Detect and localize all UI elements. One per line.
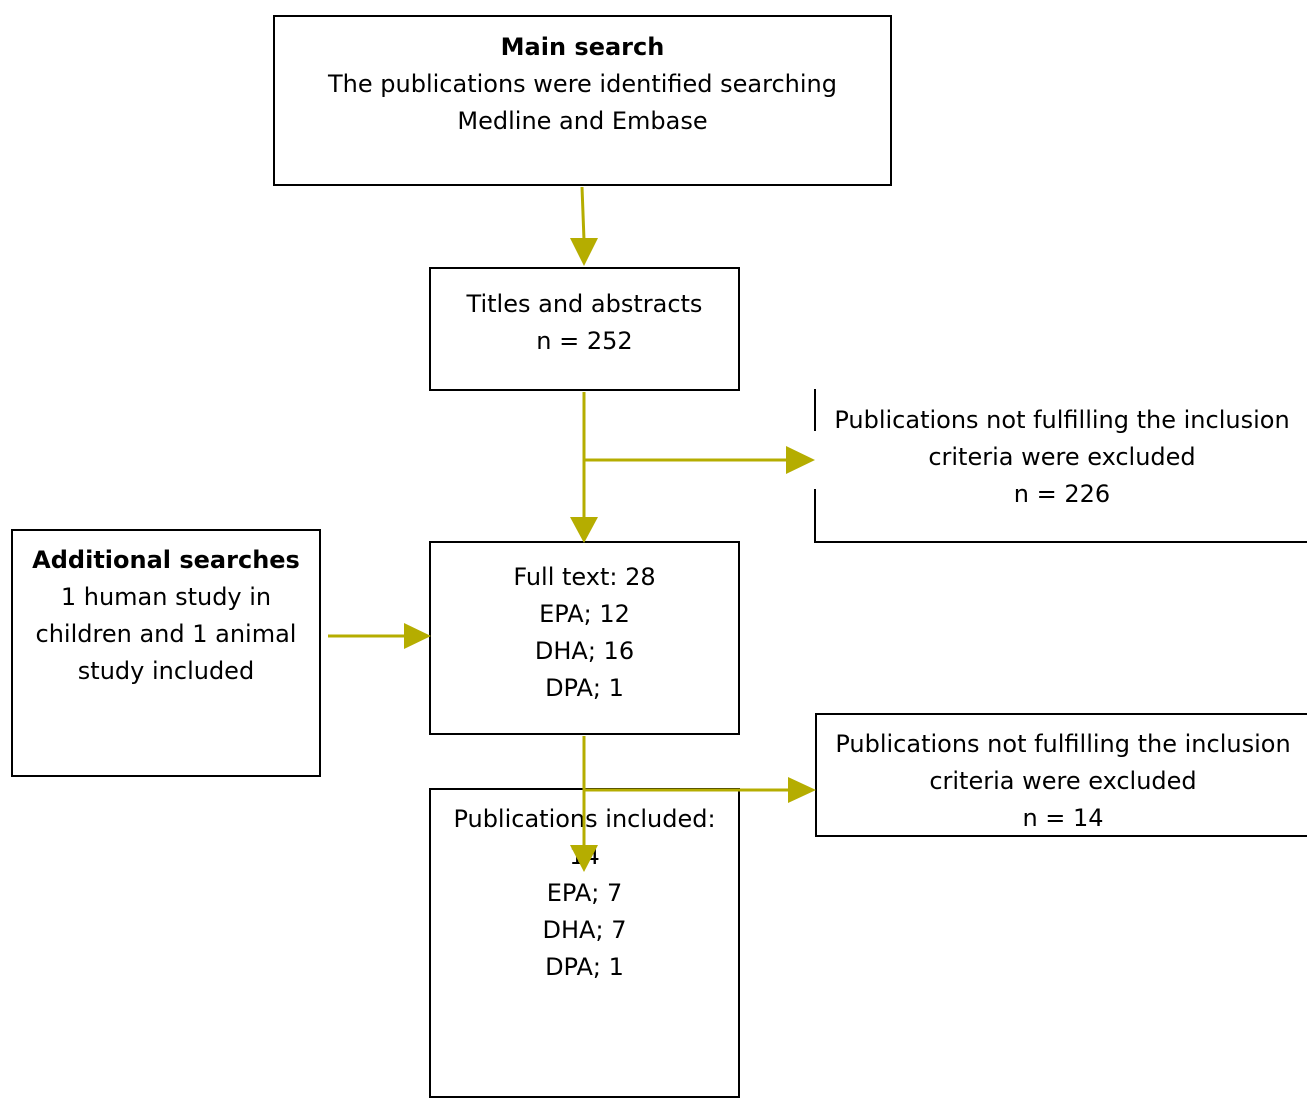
arrow-titles-to-fulltext-head [570, 517, 598, 543]
additional-searches-text-2: children and 1 animal [35, 620, 297, 648]
full-text-dha: DHA; 16 [534, 637, 635, 665]
full-text-epa: EPA; 12 [539, 600, 630, 628]
excluded-second-box: Publications not fulfilling the inclusio… [815, 713, 1307, 837]
full-text-total: Full text: 28 [513, 563, 656, 591]
additional-searches-text-1: 1 human study in [60, 583, 272, 611]
titles-abstracts-box: Titles and abstracts n = 252 [429, 267, 740, 391]
main-search-text-2: Medline and Embase [457, 107, 708, 135]
included-dpa: DPA; 1 [545, 953, 624, 981]
included-dha: DHA; 7 [542, 916, 627, 944]
arrow-main-to-titles-head [570, 238, 598, 266]
arrow-to-excluded-second-head [788, 777, 816, 803]
main-search-box: Main search The publications were identi… [273, 15, 892, 186]
arrow-to-excluded-first-head [786, 446, 815, 474]
excluded-first-text-2: criteria were excluded [928, 443, 1196, 471]
excluded-second-text-2: criteria were excluded [929, 767, 1197, 795]
full-text-dpa: DPA; 1 [545, 674, 624, 702]
excluded-first-box: Publications not fulfilling the inclusio… [814, 389, 1307, 543]
additional-searches-box: Additional searches 1 human study in chi… [11, 529, 321, 777]
excluded-second-text-1: Publications not fulfilling the inclusio… [835, 730, 1291, 758]
arrow-additional-to-fulltext-head [404, 623, 431, 649]
main-search-title: Main search [500, 33, 665, 61]
main-search-text-1: The publications were identified searchi… [328, 70, 837, 98]
excluded-first-count: n = 226 [1013, 480, 1111, 508]
arrow-fulltext-to-included-head [570, 845, 598, 872]
titles-abstracts-count: n = 252 [536, 327, 633, 355]
arrow-main-to-titles-shaft [580, 186, 586, 241]
excluded-second-count: n = 14 [1022, 804, 1104, 832]
additional-searches-title: Additional searches [32, 546, 300, 574]
excluded-first-text-1: Publications not fulfilling the inclusio… [834, 406, 1290, 434]
additional-searches-text-3: study included [77, 657, 255, 685]
titles-abstracts-label: Titles and abstracts [466, 290, 703, 318]
included-epa: EPA; 7 [546, 879, 623, 907]
